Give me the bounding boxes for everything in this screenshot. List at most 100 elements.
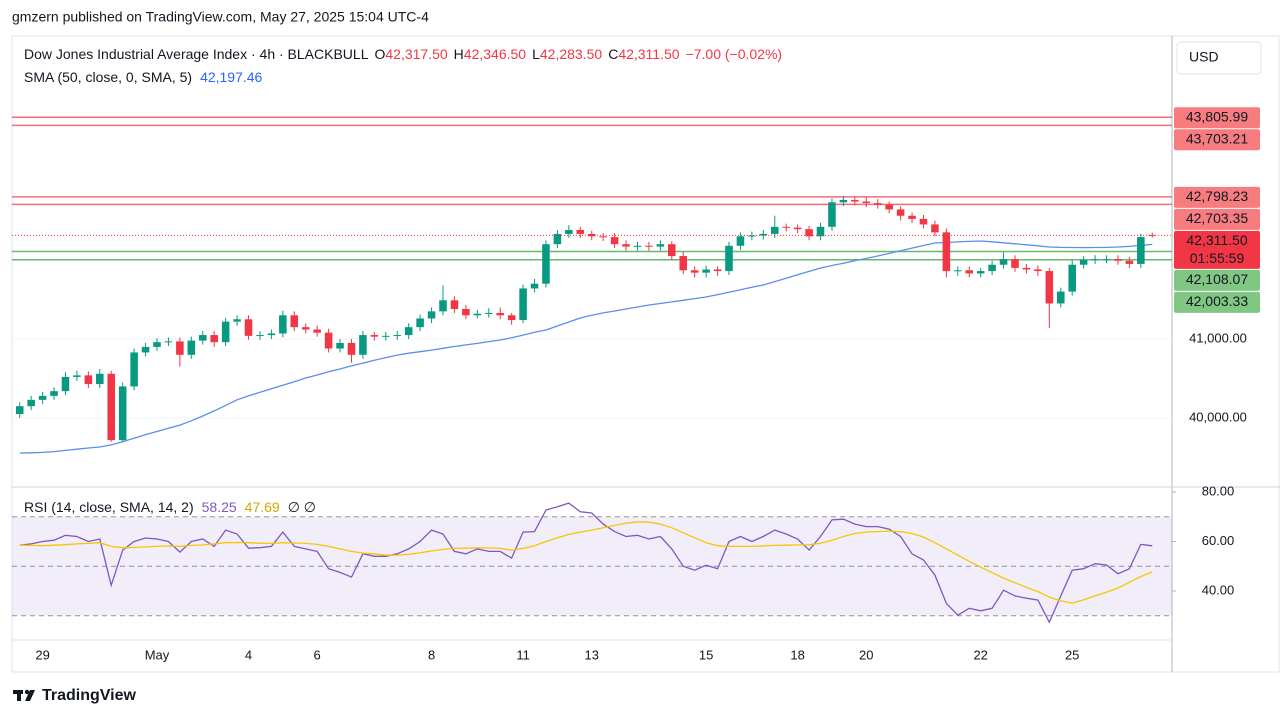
candle-body (828, 202, 836, 227)
candle-body (84, 375, 93, 385)
candle-body (153, 342, 161, 347)
candle-body (107, 373, 116, 441)
x-tick-label: 13 (584, 647, 598, 662)
candle-body (839, 199, 848, 203)
candle-body (393, 335, 402, 337)
candle-body (1068, 264, 1076, 292)
candle-body (862, 201, 871, 204)
candle-body (73, 375, 81, 377)
candle-body (645, 245, 653, 247)
candle-body (759, 233, 768, 236)
candle-body (965, 270, 974, 274)
candle-body (748, 235, 756, 237)
legend: Dow Jones Industrial Average Index · 4h … (24, 46, 782, 62)
candle-body (176, 341, 184, 355)
x-tick-label: 6 (314, 647, 321, 662)
attribution: gmzern published on TradingView.com, May… (12, 9, 429, 25)
candle-body (313, 329, 321, 333)
candle-body (164, 341, 173, 343)
candle-body (359, 335, 367, 355)
sma-line (19, 240, 1153, 454)
candle-body (416, 318, 424, 328)
legend: SMA (50, close, 0, SMA, 5) 42,197.46 (24, 69, 263, 85)
candle-body (885, 204, 893, 210)
candle-body (1125, 260, 1134, 264)
candle-body (851, 199, 859, 202)
candle-body (668, 244, 676, 257)
candle-body (633, 245, 642, 247)
x-tick-label: 4 (245, 647, 252, 662)
price-label-box (1174, 186, 1260, 208)
candle-body (290, 315, 299, 328)
x-tick-label: 18 (790, 647, 804, 662)
candle-body (908, 215, 916, 219)
legend-item: 47.69 (245, 499, 280, 515)
price-label-box (1174, 291, 1260, 313)
candle-body (931, 224, 939, 233)
candle-body (130, 352, 138, 387)
legend-item: C (608, 46, 618, 62)
legend-item: L (532, 46, 540, 62)
y-tick-label: 40,000.00 (1189, 409, 1247, 424)
candle-body (324, 332, 333, 349)
candle-body (267, 333, 276, 336)
candle-body (382, 335, 390, 337)
candle-body (118, 386, 127, 441)
candle-body (1011, 259, 1019, 268)
x-tick-label: 15 (699, 647, 713, 662)
candle-body (38, 395, 47, 400)
y-tick-label: 41,000.00 (1189, 330, 1247, 345)
candle-body (256, 335, 264, 337)
candle-body (1034, 269, 1042, 272)
y-tick-label: 40.00 (1202, 582, 1235, 597)
x-tick-label: 29 (35, 647, 49, 662)
x-tick-label: 11 (516, 647, 530, 662)
candle-body (347, 342, 356, 355)
candle-body (610, 237, 619, 245)
candle-body (279, 315, 287, 334)
price-label: 42,003.33 (1186, 293, 1248, 309)
legend-item: 58.25 (202, 499, 237, 515)
candle-body (679, 256, 688, 271)
candle-body (976, 271, 985, 274)
legend: RSI (14, close, SMA, 14, 2) 58.25 47.69 ∅ ∅ (24, 499, 316, 515)
x-tick-label: 20 (859, 647, 873, 662)
candle-body (770, 226, 779, 234)
candle-body (27, 399, 35, 407)
candle-body (450, 300, 459, 309)
candle-body (519, 288, 527, 321)
y-tick-label: 80.00 (1202, 483, 1235, 498)
candle-body (484, 312, 493, 314)
legend-item: 42,346.50 (464, 46, 526, 62)
rsi-line (19, 502, 1153, 624)
candle-body (805, 229, 813, 237)
candle-body (816, 226, 825, 237)
price-label: 43,703.21 (1186, 131, 1248, 147)
candle-body (713, 269, 722, 272)
candle-body (954, 270, 962, 272)
currency-button[interactable] (1176, 41, 1262, 75)
candle-body (198, 335, 207, 341)
candle-body (725, 245, 733, 272)
currency[interactable]: USD (1189, 49, 1219, 65)
brand: TradingView (42, 687, 137, 704)
candle-body (1079, 259, 1088, 265)
candle-body (496, 312, 504, 316)
candle-body (999, 259, 1008, 265)
candle-body (576, 229, 585, 234)
candle-body (599, 236, 607, 238)
candle-body (1045, 271, 1054, 304)
legend-item: SMA (50, close, 0, SMA, 5) (24, 69, 192, 85)
candle-body (690, 270, 699, 273)
legend-item: 42,311.50 (618, 46, 679, 62)
legend-item: Dow Jones Industrial Average Index · 4h … (24, 46, 369, 62)
price-label: 01:55:59 (1190, 250, 1245, 266)
price-label-box (1174, 129, 1260, 151)
candle-body (221, 321, 230, 343)
price-label-box (1174, 269, 1260, 291)
legend-item: O (374, 46, 385, 62)
price-label-box (1174, 230, 1260, 269)
candle-body (96, 373, 104, 385)
candle-body (542, 244, 550, 284)
candle-body (565, 229, 573, 234)
